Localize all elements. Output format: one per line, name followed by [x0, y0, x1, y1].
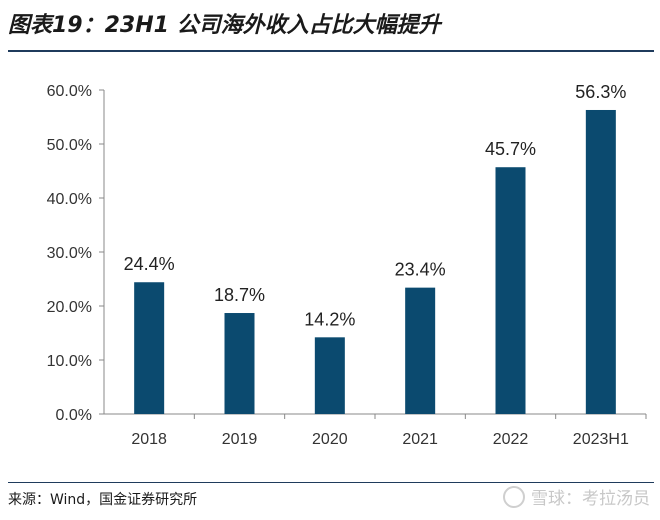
y-tick-label: 60.0%	[47, 83, 92, 100]
data-label: 23.4%	[395, 260, 446, 280]
bars	[134, 109, 616, 415]
y-tick-label: 50.0%	[47, 137, 92, 154]
y-tick-label: 10.0%	[47, 353, 92, 370]
x-tick-label: 2019	[222, 431, 258, 448]
x-axis-ticks: 2018 2019 2020 2021 2022 2023H1	[131, 414, 647, 448]
bar-2020	[314, 337, 345, 414]
data-label: 24.4%	[124, 254, 175, 274]
watermark-text: 雪球：考拉汤员	[531, 489, 650, 509]
bar-2018	[134, 282, 165, 414]
x-tick-label: 2022	[493, 431, 529, 448]
y-tick-label: 40.0%	[47, 191, 92, 208]
source-divider	[8, 482, 654, 483]
data-label: 18.7%	[214, 285, 265, 305]
x-tick-label: 2018	[131, 431, 167, 448]
y-tick-label: 20.0%	[47, 299, 92, 316]
y-axis-ticks: 0.0% 10.0% 20.0% 30.0% 40.0% 50.0% 60.0%	[47, 83, 104, 424]
data-label: 45.7%	[485, 139, 536, 159]
bar-2019	[224, 313, 255, 414]
x-tick-label: 2020	[312, 431, 348, 448]
title-divider	[8, 50, 654, 52]
chart-title: 图表19：23H1 公司海外收入占比大幅提升	[8, 13, 441, 38]
bar-chart: 0.0%10.0%20.0%30.0%40.0%50.0%60.0% 2018 2…	[47, 82, 647, 448]
snowball-logo-icon	[503, 486, 525, 508]
bar-2022	[495, 167, 526, 414]
y-tick-label: 30.0%	[47, 245, 92, 262]
y-tick-label: 0.0%	[56, 407, 92, 424]
source-note: 来源：Wind，国金证券研究所	[8, 492, 198, 508]
data-labels: 24.4% 18.7% 14.2% 23.4% 45.7% 56.3%	[124, 82, 627, 329]
data-label: 14.2%	[304, 309, 355, 329]
data-label: 56.3%	[575, 82, 626, 102]
x-tick-label: 2023H1	[573, 431, 629, 448]
watermark: 雪球：考拉汤员	[503, 484, 650, 514]
bar-2021	[405, 287, 436, 414]
x-tick-label: 2021	[402, 431, 438, 448]
bar-2023h1	[585, 109, 616, 415]
